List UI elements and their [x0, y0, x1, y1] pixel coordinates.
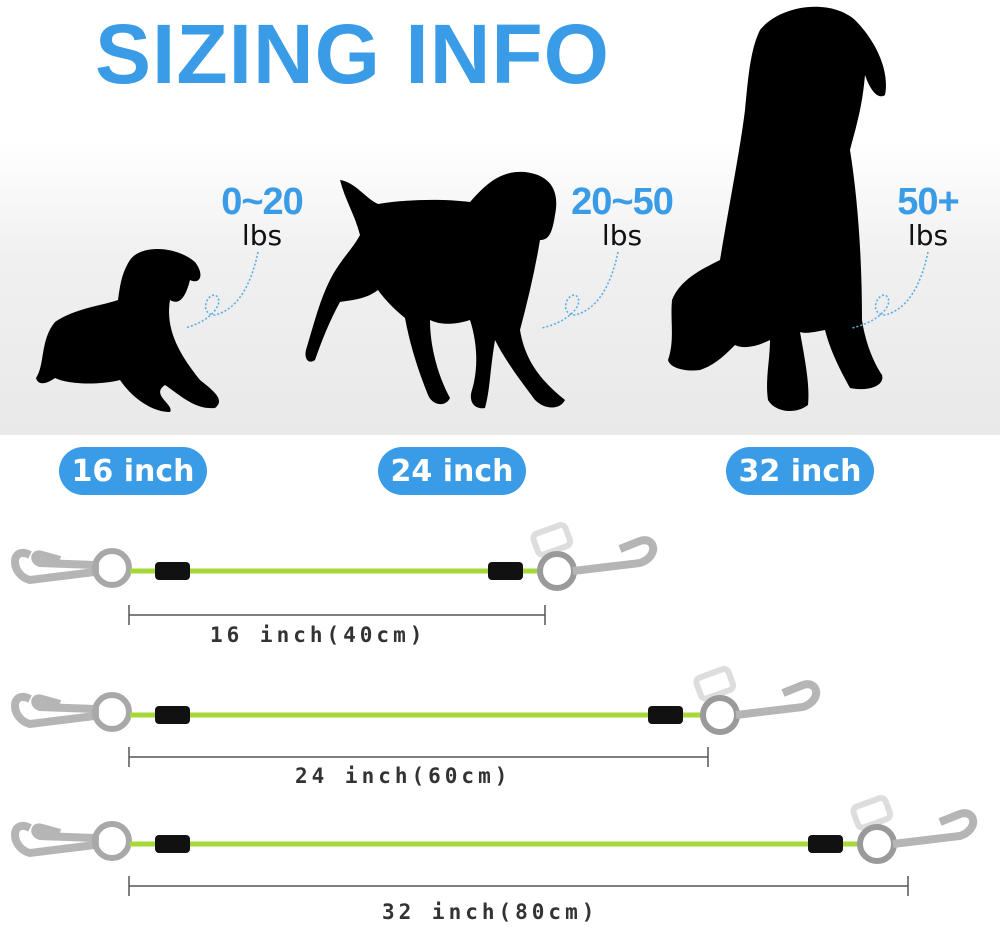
weight-range: 20~50 — [571, 181, 674, 223]
leash-length-label: 24 inch(60cm) — [295, 764, 512, 788]
weight-unit: lbs — [601, 219, 643, 252]
page-title: SIZING INFO — [95, 7, 610, 101]
size-badge-24: 24 inch — [378, 447, 526, 495]
weight-label-medium: 20~50 lbs — [552, 183, 692, 251]
small-dog-silhouette — [36, 248, 220, 412]
leash-dotted-lines — [184, 251, 929, 329]
leash-16 — [15, 524, 653, 625]
weight-unit: lbs — [241, 219, 283, 252]
size-badge-32: 32 inch — [726, 447, 874, 495]
weight-label-large: 50+ lbs — [858, 183, 998, 251]
leash-length-label: 16 inch(40cm) — [210, 623, 427, 647]
leash-24 — [15, 668, 816, 767]
weight-range: 50+ — [897, 181, 959, 223]
weight-unit: lbs — [907, 219, 949, 252]
medium-dog-silhouette — [305, 171, 565, 409]
size-badge-16: 16 inch — [59, 447, 207, 495]
weight-range: 0~20 — [221, 181, 304, 223]
large-dog-silhouette — [668, 6, 886, 412]
weight-label-small: 0~20 lbs — [192, 183, 332, 251]
leash-32 — [15, 797, 973, 896]
leash-length-label: 32 inch(80cm) — [382, 900, 599, 924]
